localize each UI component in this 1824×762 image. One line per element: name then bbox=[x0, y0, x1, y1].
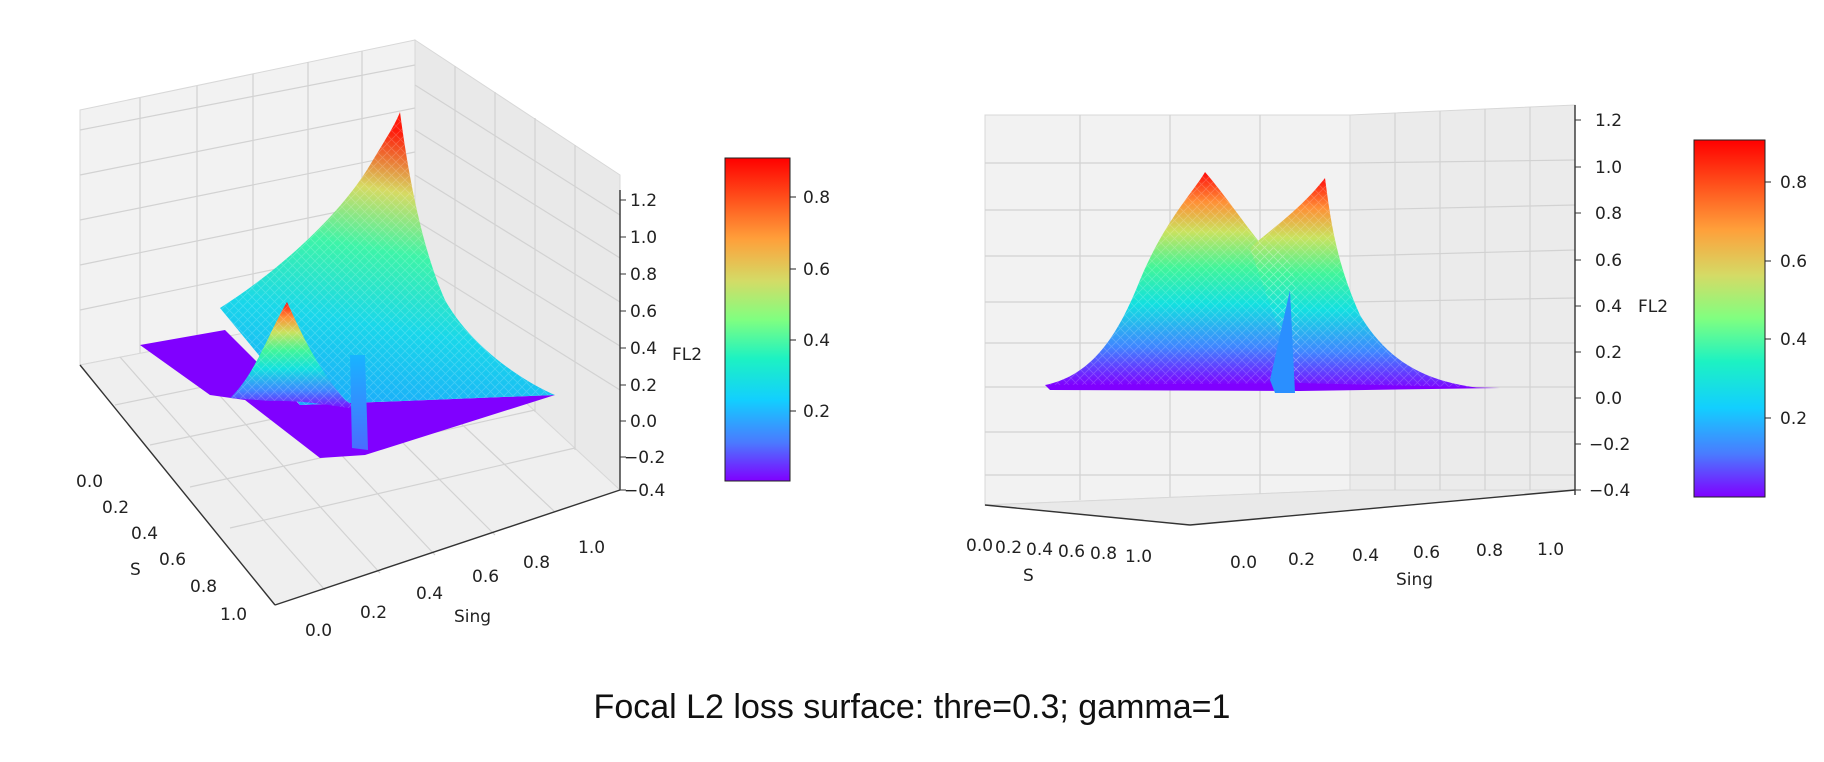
left-surface-floor bbox=[140, 330, 555, 458]
right-z-tick-label: 0.4 bbox=[1595, 297, 1622, 317]
left-colorbar-tick-label: 0.4 bbox=[803, 331, 830, 351]
left-surface-wall bbox=[350, 355, 368, 450]
right-x-axis-title: S bbox=[1023, 566, 1034, 586]
right-z-tick-label: −0.2 bbox=[1589, 435, 1630, 455]
left-y-ticks: 0.0 0.2 0.4 0.6 0.8 1.0 bbox=[305, 538, 605, 641]
right-3d-axes: 0.0 0.2 0.4 0.6 0.8 1.0 S 0.0 0.2 0.4 0.… bbox=[966, 104, 1668, 590]
left-x-axis-title: S bbox=[130, 560, 141, 580]
left-3d-axes: 0.0 0.2 0.4 0.6 0.8 1.0 S 0.0 0.2 0.4 0.… bbox=[76, 39, 702, 641]
right-y-tick-label: 0.0 bbox=[1230, 553, 1257, 573]
right-y-axis-line bbox=[1189, 489, 1576, 526]
left-z-tick-label: 0.6 bbox=[630, 302, 657, 322]
right-colorbar-tick-label: 0.2 bbox=[1780, 409, 1807, 429]
left-x-tick-label: 1.0 bbox=[220, 605, 247, 625]
left-x-ticks: 0.0 0.2 0.4 0.6 0.8 1.0 bbox=[76, 472, 247, 625]
left-x-tick-label: 0.4 bbox=[131, 524, 158, 544]
left-z-tick-label: 0.2 bbox=[630, 376, 657, 396]
right-x-tick-label: 1.0 bbox=[1125, 547, 1152, 567]
left-x-axis-line bbox=[79, 364, 276, 606]
right-x-axis-line bbox=[984, 504, 1191, 526]
left-colorbar-tick-label: 0.2 bbox=[803, 402, 830, 422]
right-y-ticks: 0.0 0.2 0.4 0.6 0.8 1.0 bbox=[1230, 540, 1564, 573]
right-x-tick-label: 0.6 bbox=[1058, 542, 1085, 562]
left-z-ticks: 1.2 1.0 0.8 0.6 0.4 0.2 0.0 −0.2 −0.4 bbox=[620, 191, 665, 501]
left-y-tick-label: 1.0 bbox=[578, 538, 605, 558]
left-x-tick-label: 0.6 bbox=[159, 550, 186, 570]
left-y-tick-label: 0.2 bbox=[360, 603, 387, 623]
left-colorbar-tick-label: 0.6 bbox=[803, 260, 830, 280]
left-x-tick-label: 0.8 bbox=[190, 577, 217, 597]
right-y-axis-title: Sing bbox=[1396, 570, 1433, 590]
right-z-tick-label: 0.2 bbox=[1595, 343, 1622, 363]
left-y-tick-label: 0.6 bbox=[472, 567, 499, 587]
left-surface bbox=[140, 112, 555, 458]
right-z-ticks: 1.2 1.0 0.8 0.6 0.4 0.2 0.0 −0.2 −0.4 bbox=[1575, 111, 1630, 501]
left-y-tick-label: 0.0 bbox=[305, 621, 332, 641]
left-y-axis-title: Sing bbox=[454, 607, 491, 627]
right-colorbar-tick-label: 0.6 bbox=[1780, 252, 1807, 272]
left-colorbar-bar bbox=[724, 157, 791, 482]
right-x-ticks: 0.0 0.2 0.4 0.6 0.8 1.0 bbox=[966, 536, 1152, 567]
right-surface bbox=[1045, 172, 1500, 393]
left-x-tick-label: 0.2 bbox=[102, 498, 129, 518]
right-z-tick-label: 1.2 bbox=[1595, 111, 1622, 131]
left-x-tick-label: 0.0 bbox=[76, 472, 103, 492]
right-x-tick-label: 0.8 bbox=[1090, 544, 1117, 564]
left-z-tick-label: −0.4 bbox=[624, 481, 665, 501]
right-y-tick-label: 0.2 bbox=[1288, 550, 1315, 570]
right-z-tick-label: 1.0 bbox=[1595, 158, 1622, 178]
right-colorbar-tick-label: 0.4 bbox=[1780, 330, 1807, 350]
right-z-tick-label: 0.6 bbox=[1595, 251, 1622, 271]
left-y-tick-label: 0.4 bbox=[416, 584, 443, 604]
right-z-axis-title: FL2 bbox=[1638, 297, 1668, 317]
right-colorbar: 0.8 0.6 0.4 0.2 bbox=[1693, 139, 1807, 498]
right-y-tick-label: 1.0 bbox=[1537, 540, 1564, 560]
left-colorbar-tick-label: 0.8 bbox=[803, 188, 830, 208]
right-y-tick-label: 0.4 bbox=[1352, 546, 1379, 566]
right-colorbar-tick-label: 0.8 bbox=[1780, 173, 1807, 193]
right-surface-wall bbox=[1270, 290, 1295, 393]
left-z-tick-label: 1.0 bbox=[630, 228, 657, 248]
right-y-tick-label: 0.6 bbox=[1413, 543, 1440, 563]
right-z-tick-label: 0.8 bbox=[1595, 204, 1622, 224]
right-z-tick-label: −0.4 bbox=[1589, 481, 1630, 501]
right-surface-floor bbox=[1045, 383, 1500, 391]
left-z-tick-label: 1.2 bbox=[630, 191, 657, 211]
left-z-tick-label: 0.8 bbox=[630, 265, 657, 285]
left-y-axis-line bbox=[274, 489, 621, 606]
left-colorbar: 0.8 0.6 0.4 0.2 bbox=[724, 157, 830, 482]
right-z-tick-label: 0.0 bbox=[1595, 389, 1622, 409]
right-colorbar-bar bbox=[1693, 139, 1766, 498]
left-z-tick-label: 0.4 bbox=[630, 339, 657, 359]
left-z-axis-title: FL2 bbox=[672, 345, 702, 365]
right-x-tick-label: 0.2 bbox=[995, 538, 1022, 558]
right-y-tick-label: 0.8 bbox=[1476, 541, 1503, 561]
left-z-tick-label: 0.0 bbox=[630, 412, 657, 432]
figure-caption: Focal L2 loss surface: thre=0.3; gamma=1 bbox=[593, 688, 1231, 726]
right-x-tick-label: 0.0 bbox=[966, 536, 993, 556]
left-y-tick-label: 0.8 bbox=[523, 553, 550, 573]
left-z-tick-label: −0.2 bbox=[624, 448, 665, 468]
right-x-tick-label: 0.4 bbox=[1026, 540, 1053, 560]
